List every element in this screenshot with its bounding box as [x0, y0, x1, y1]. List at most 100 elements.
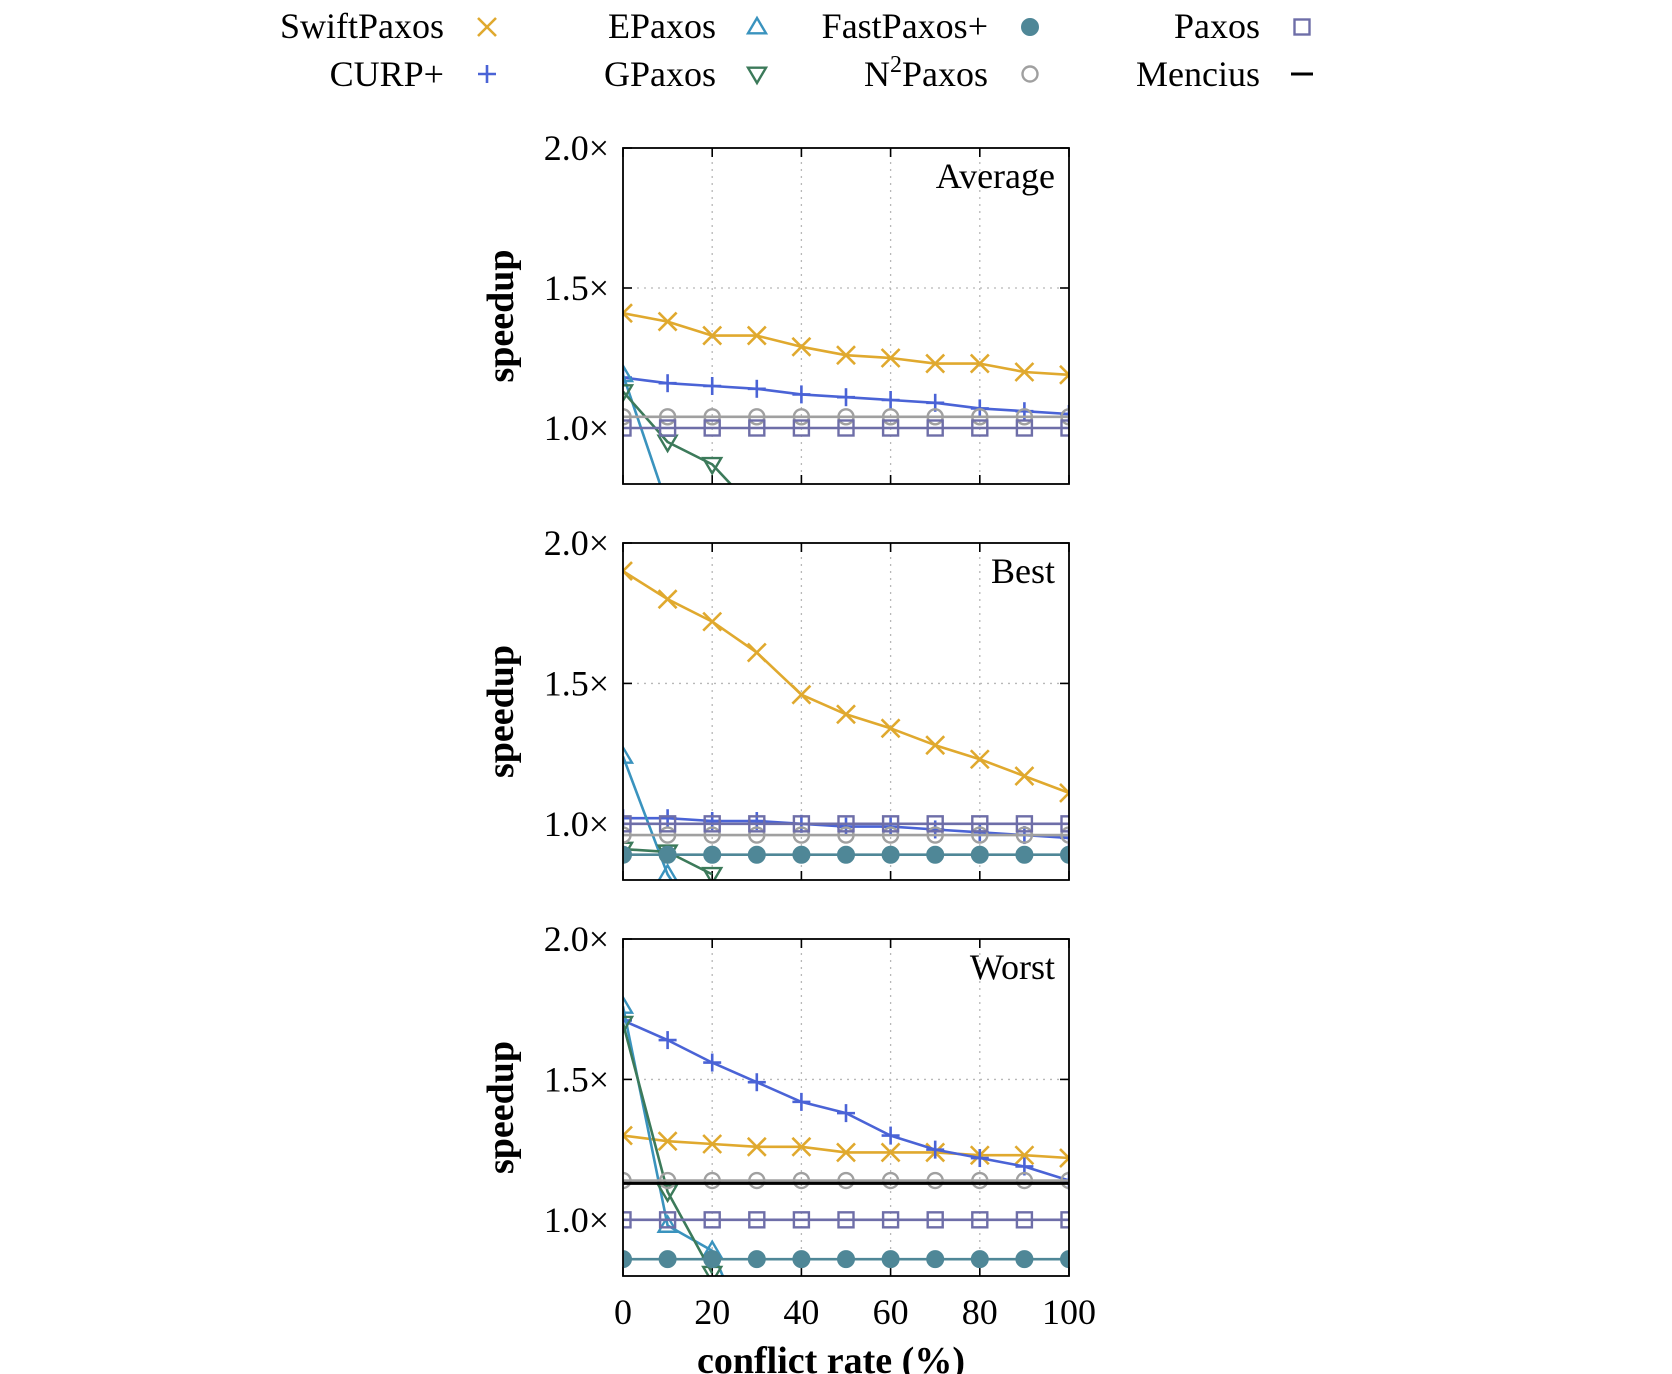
data-point-n2paxos: [881, 826, 900, 844]
data-point-paxos: [748, 815, 766, 833]
series-fastpaxos: [623, 1250, 1069, 1269]
data-point-swiftpaxos: [623, 303, 633, 324]
data-point-curp: [747, 379, 766, 398]
series-n2paxos: [623, 1171, 1069, 1190]
data-point-fastpaxos: [658, 845, 677, 864]
data-point-n2paxos: [1060, 826, 1069, 844]
data-point-paxos: [1015, 815, 1034, 833]
legend-label: CURP+: [330, 54, 444, 94]
series-swiftpaxos: [623, 1125, 1069, 1168]
data-point-swiftpaxos: [969, 353, 990, 374]
chart-panel-best: 1.0× 1.5× 2.0× Best speedup: [480, 523, 1070, 881]
data-point-paxos: [837, 1211, 855, 1229]
data-point-swiftpaxos: [1059, 783, 1069, 803]
panel-title: Worst: [970, 947, 1055, 987]
data-point-n2paxos: [837, 408, 855, 426]
legend-item-epaxos: EPaxos: [608, 6, 769, 46]
data-point-n2paxos: [926, 408, 944, 426]
grid: [623, 148, 1069, 484]
data-point-n2paxos: [881, 408, 900, 426]
series-line-gpaxos: [623, 390, 733, 484]
legend-item-gpaxos: GPaxos: [604, 54, 769, 94]
data-point-epaxos: [656, 1214, 679, 1233]
y-tick-label: 2.0×: [544, 919, 609, 959]
data-point-gpaxos: [701, 456, 724, 476]
data-point-fastpaxos: [1060, 1250, 1069, 1269]
data-point-fastpaxos: [1015, 1250, 1034, 1269]
panel-title: Best: [991, 551, 1055, 591]
series-line-swiftpaxos: [623, 570, 1069, 795]
legend-marker: [1021, 65, 1039, 83]
data-point-fastpaxos: [970, 845, 989, 864]
data-point-curp: [881, 391, 900, 409]
series-gpaxos: [623, 384, 733, 484]
y-tick-label: 2.0×: [544, 128, 609, 168]
data-point-curp: [926, 1140, 945, 1159]
data-point-paxos: [1060, 419, 1069, 437]
data-point-swiftpaxos: [836, 1142, 856, 1163]
y-axis-label: speedup: [480, 249, 522, 382]
data-point-curp: [792, 385, 811, 404]
data-point-n2paxos: [658, 1171, 677, 1190]
data-point-fastpaxos: [623, 1250, 632, 1269]
data-point-paxos: [881, 1211, 900, 1229]
data-point-epaxos: [623, 745, 635, 764]
data-point-n2paxos: [926, 826, 944, 844]
data-point-fastpaxos: [1060, 845, 1069, 864]
data-point-gpaxos: [656, 1184, 679, 1204]
data-point-swiftpaxos: [657, 311, 678, 332]
data-point-paxos: [837, 419, 855, 437]
data-point-epaxos: [623, 363, 635, 383]
data-point-swiftpaxos: [791, 336, 812, 357]
data-point-curp: [837, 388, 855, 407]
x-axis-label: conflict rate (%): [697, 1340, 965, 1374]
plot-frame: [622, 938, 1070, 1277]
series-group: [623, 561, 1069, 880]
data-point-swiftpaxos: [702, 325, 723, 346]
data-point-paxos: [623, 1211, 632, 1229]
data-point-n2paxos: [1015, 408, 1034, 426]
series-curp: [623, 368, 1069, 423]
data-point-swiftpaxos: [925, 735, 946, 756]
data-point-swiftpaxos: [623, 561, 633, 582]
ticks: 1.0× 1.5× 2.0× 0 20 40 60 80 100: [544, 919, 1096, 1332]
data-point-n2paxos: [703, 826, 721, 844]
data-point-swiftpaxos: [1059, 1148, 1069, 1168]
data-point-n2paxos: [748, 1171, 766, 1190]
data-point-paxos: [623, 419, 632, 437]
data-point-n2paxos: [792, 826, 811, 844]
data-point-swiftpaxos: [836, 345, 856, 366]
legend-label: GPaxos: [604, 54, 716, 94]
data-point-swiftpaxos: [791, 684, 812, 705]
y-tick-label: 1.0×: [544, 804, 609, 844]
data-point-swiftpaxos: [836, 704, 856, 725]
chart-panel-average: 1.0× 1.5× 2.0× Average speedup: [480, 128, 1070, 485]
series-line-swiftpaxos: [623, 1134, 1069, 1160]
series-line-swiftpaxos: [623, 311, 1069, 377]
data-point-paxos: [1015, 1211, 1034, 1229]
data-point-n2paxos: [658, 408, 677, 426]
data-point-epaxos: [657, 863, 678, 880]
plot-frame: [622, 542, 1070, 881]
data-point-fastpaxos: [703, 1250, 722, 1269]
data-point-paxos: [792, 815, 811, 833]
data-point-n2paxos: [748, 408, 766, 426]
data-point-swiftpaxos: [1014, 1145, 1035, 1166]
x-tick-label: 20: [694, 1292, 730, 1332]
data-point-epaxos: [623, 995, 635, 1014]
data-point-paxos: [1060, 815, 1069, 833]
legend-item-paxos: Paxos: [1174, 6, 1311, 46]
data-point-gpaxos: [623, 384, 635, 403]
data-point-n2paxos: [837, 826, 855, 844]
legend-label: FastPaxos+: [822, 6, 988, 46]
data-point-paxos: [837, 815, 855, 833]
legend-label: EPaxos: [608, 6, 716, 46]
data-point-fastpaxos: [881, 845, 900, 864]
series-n2paxos: [623, 408, 1069, 426]
data-point-fastpaxos: [881, 1250, 900, 1269]
data-point-n2paxos: [703, 408, 721, 426]
data-point-curp: [703, 1053, 722, 1072]
legend-marker: [1293, 18, 1311, 36]
y-axis-label: speedup: [480, 1041, 522, 1174]
